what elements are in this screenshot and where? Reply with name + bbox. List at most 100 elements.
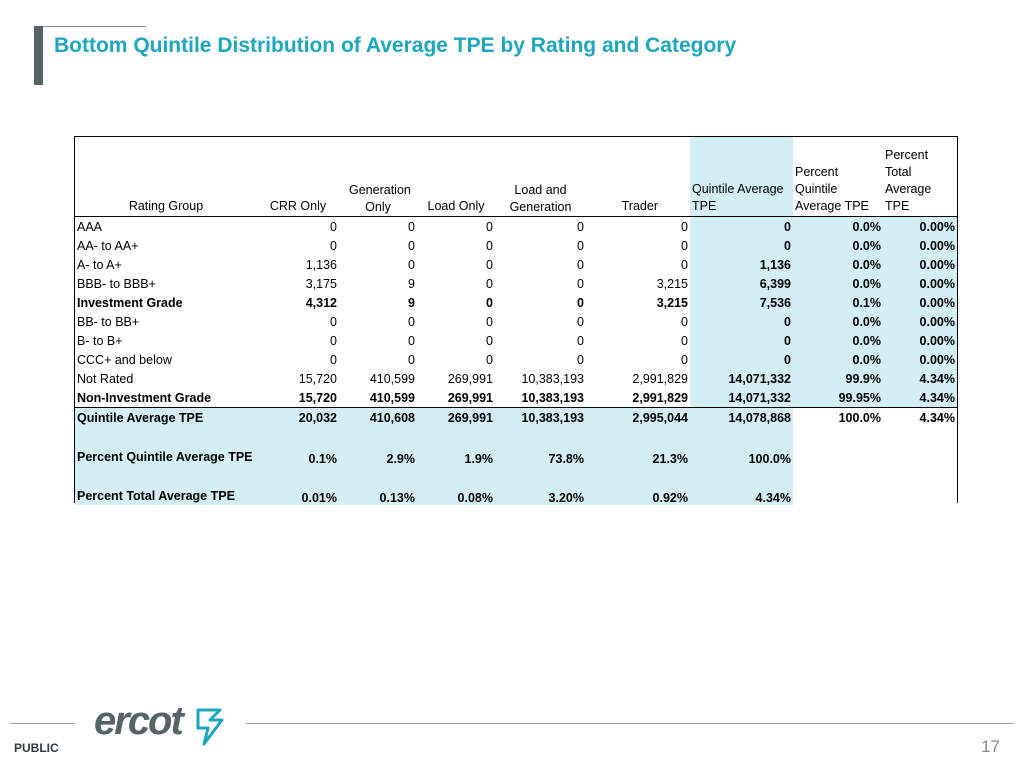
table-row: BB- to BB+ 0 0 0 0 0 0 0.0% 0.00%	[75, 312, 957, 331]
table-cell: 7,536	[690, 293, 793, 312]
row-label: CCC+ and below	[77, 352, 172, 367]
header-rating-group: Rating Group	[128, 199, 204, 213]
table-cell: 0	[408, 314, 415, 329]
row-label: Not Rated	[77, 371, 134, 386]
table-cell: 0	[408, 333, 415, 348]
table-row: Investment Grade 4,312 9 0 0 3,215 7,536 0.1% 0.…	[75, 293, 957, 312]
tpe-table-container: Rating Group CRR Only Generation Only Lo…	[74, 136, 958, 505]
table-cell: 0	[408, 238, 415, 253]
header-percent-total: Percent Total Average TPE	[885, 148, 932, 213]
table-cell: 410,599	[339, 388, 417, 408]
table-cell: 9	[408, 276, 415, 291]
ercot-logo-wordmark: ercot	[94, 700, 185, 743]
table-cell: 0.1%	[257, 427, 339, 466]
table-cell: 20,032	[257, 407, 339, 427]
row-label: AA- to AA+	[77, 238, 139, 253]
header-generation-only: Generation Only	[349, 183, 411, 214]
table-cell: 0	[690, 312, 793, 331]
table-cell: 0	[690, 350, 793, 369]
empty-cell	[793, 427, 883, 466]
header-row: Rating Group CRR Only Generation Only Lo…	[75, 137, 957, 217]
table-cell: 0	[330, 238, 337, 253]
table-cell: 0	[486, 219, 493, 234]
row-label: Percent Total Average TPE	[75, 466, 257, 505]
table-cell: 0	[486, 314, 493, 329]
table-cell: 0.0%	[793, 236, 883, 255]
table-cell: 0	[408, 219, 415, 234]
table-row: Non-Investment Grade 15,720 410,599 269,991…	[75, 388, 957, 408]
table-cell: 0	[408, 352, 415, 367]
table-cell: 15,720	[257, 388, 339, 408]
row-label: B- to B+	[77, 333, 123, 348]
header-percent-quintile: Percent Quintile Average TPE	[795, 165, 869, 213]
table-row: AA- to AA+ 0 0 0 0 0 0 0.0% 0.00%	[75, 236, 957, 255]
table-cell: 0.1%	[793, 293, 883, 312]
title-rule	[34, 26, 146, 27]
table-cell: 0	[577, 257, 584, 272]
table-cell: 0	[681, 219, 688, 234]
table-row: Quintile Average TPE 20,032 410,608 269,991…	[75, 407, 957, 427]
table-cell: 0	[577, 238, 584, 253]
table-cell: 3,175	[305, 276, 337, 291]
table-cell: 2,995,044	[586, 407, 690, 427]
row-label: BBB- to BBB+	[77, 276, 156, 291]
footer-rule-right	[246, 723, 1014, 724]
table-cell: 0.0%	[793, 331, 883, 350]
table-cell: 99.9%	[793, 369, 883, 388]
row-label: Investment Grade	[77, 295, 183, 310]
table-cell: 1.9%	[417, 427, 495, 466]
table-cell: 0	[681, 257, 688, 272]
table-cell: 269,991	[447, 371, 493, 386]
table-cell: 0.00%	[883, 331, 957, 350]
ercot-logo: ercot	[94, 700, 224, 746]
tpe-table: Rating Group CRR Only Generation Only Lo…	[75, 137, 957, 505]
table-cell: 4.34%	[690, 466, 793, 505]
table-cell: 3,215	[656, 295, 688, 310]
table-cell: 0	[330, 333, 337, 348]
table-cell: 0	[577, 219, 584, 234]
table-cell: 14,078,868	[690, 407, 793, 427]
table-cell: 2,991,829	[586, 388, 690, 408]
table-cell: 2,991,829	[632, 371, 688, 386]
table-cell: 0	[486, 257, 493, 272]
table-row: CCC+ and below 0 0 0 0 0 0 0.0% 0.00%	[75, 350, 957, 369]
header-load-and-generation: Load and Generation	[509, 183, 572, 214]
table-cell: 2.9%	[339, 427, 417, 466]
table-cell: 0	[690, 216, 793, 236]
table-cell: 4.34%	[883, 388, 957, 408]
table-cell: 0.00%	[883, 216, 957, 236]
table-cell: 10,383,193	[495, 407, 586, 427]
table-cell: 0.00%	[883, 236, 957, 255]
table-cell: 0.13%	[339, 466, 417, 505]
row-label: Percent Quintile Average TPE	[75, 427, 257, 466]
table-cell: 0.00%	[883, 312, 957, 331]
classification-label: PUBLIC	[14, 741, 59, 755]
table-cell: 0.00%	[883, 293, 957, 312]
footer-rule-left	[10, 723, 75, 724]
table-cell: 100.0%	[690, 427, 793, 466]
row-label: BB- to BB+	[77, 314, 140, 329]
table-row: B- to B+ 0 0 0 0 0 0 0.0% 0.00%	[75, 331, 957, 350]
table-row: Percent Total Average TPE 0.01% 0.13% 0.08%…	[75, 466, 957, 505]
table-cell: 0.00%	[883, 255, 957, 274]
page-title: Bottom Quintile Distribution of Average …	[54, 34, 737, 57]
title-accent-bar	[34, 26, 43, 85]
table-cell: 269,991	[417, 407, 495, 427]
table-cell: 0.0%	[793, 216, 883, 236]
table-cell: 0.00%	[883, 350, 957, 369]
table-cell: 0	[486, 276, 493, 291]
table-cell: 3,215	[656, 276, 688, 291]
empty-cell	[883, 427, 957, 466]
table-cell: 6,399	[690, 274, 793, 293]
table-cell: 1,136	[305, 257, 337, 272]
table-cell: 0	[486, 238, 493, 253]
row-label: Non-Investment Grade	[75, 388, 257, 408]
table-cell: 0.00%	[883, 274, 957, 293]
table-cell: 9	[408, 295, 415, 310]
table-cell: 4.34%	[883, 407, 957, 427]
row-label: AAA	[77, 219, 103, 234]
table-row: Not Rated 15,720 410,599 269,991 10,383,193 2…	[75, 369, 957, 388]
table-cell: 15,720	[298, 371, 337, 386]
table-row: Percent Quintile Average TPE 0.1% 2.9% 1.9%…	[75, 427, 957, 466]
table-cell: 0	[681, 314, 688, 329]
